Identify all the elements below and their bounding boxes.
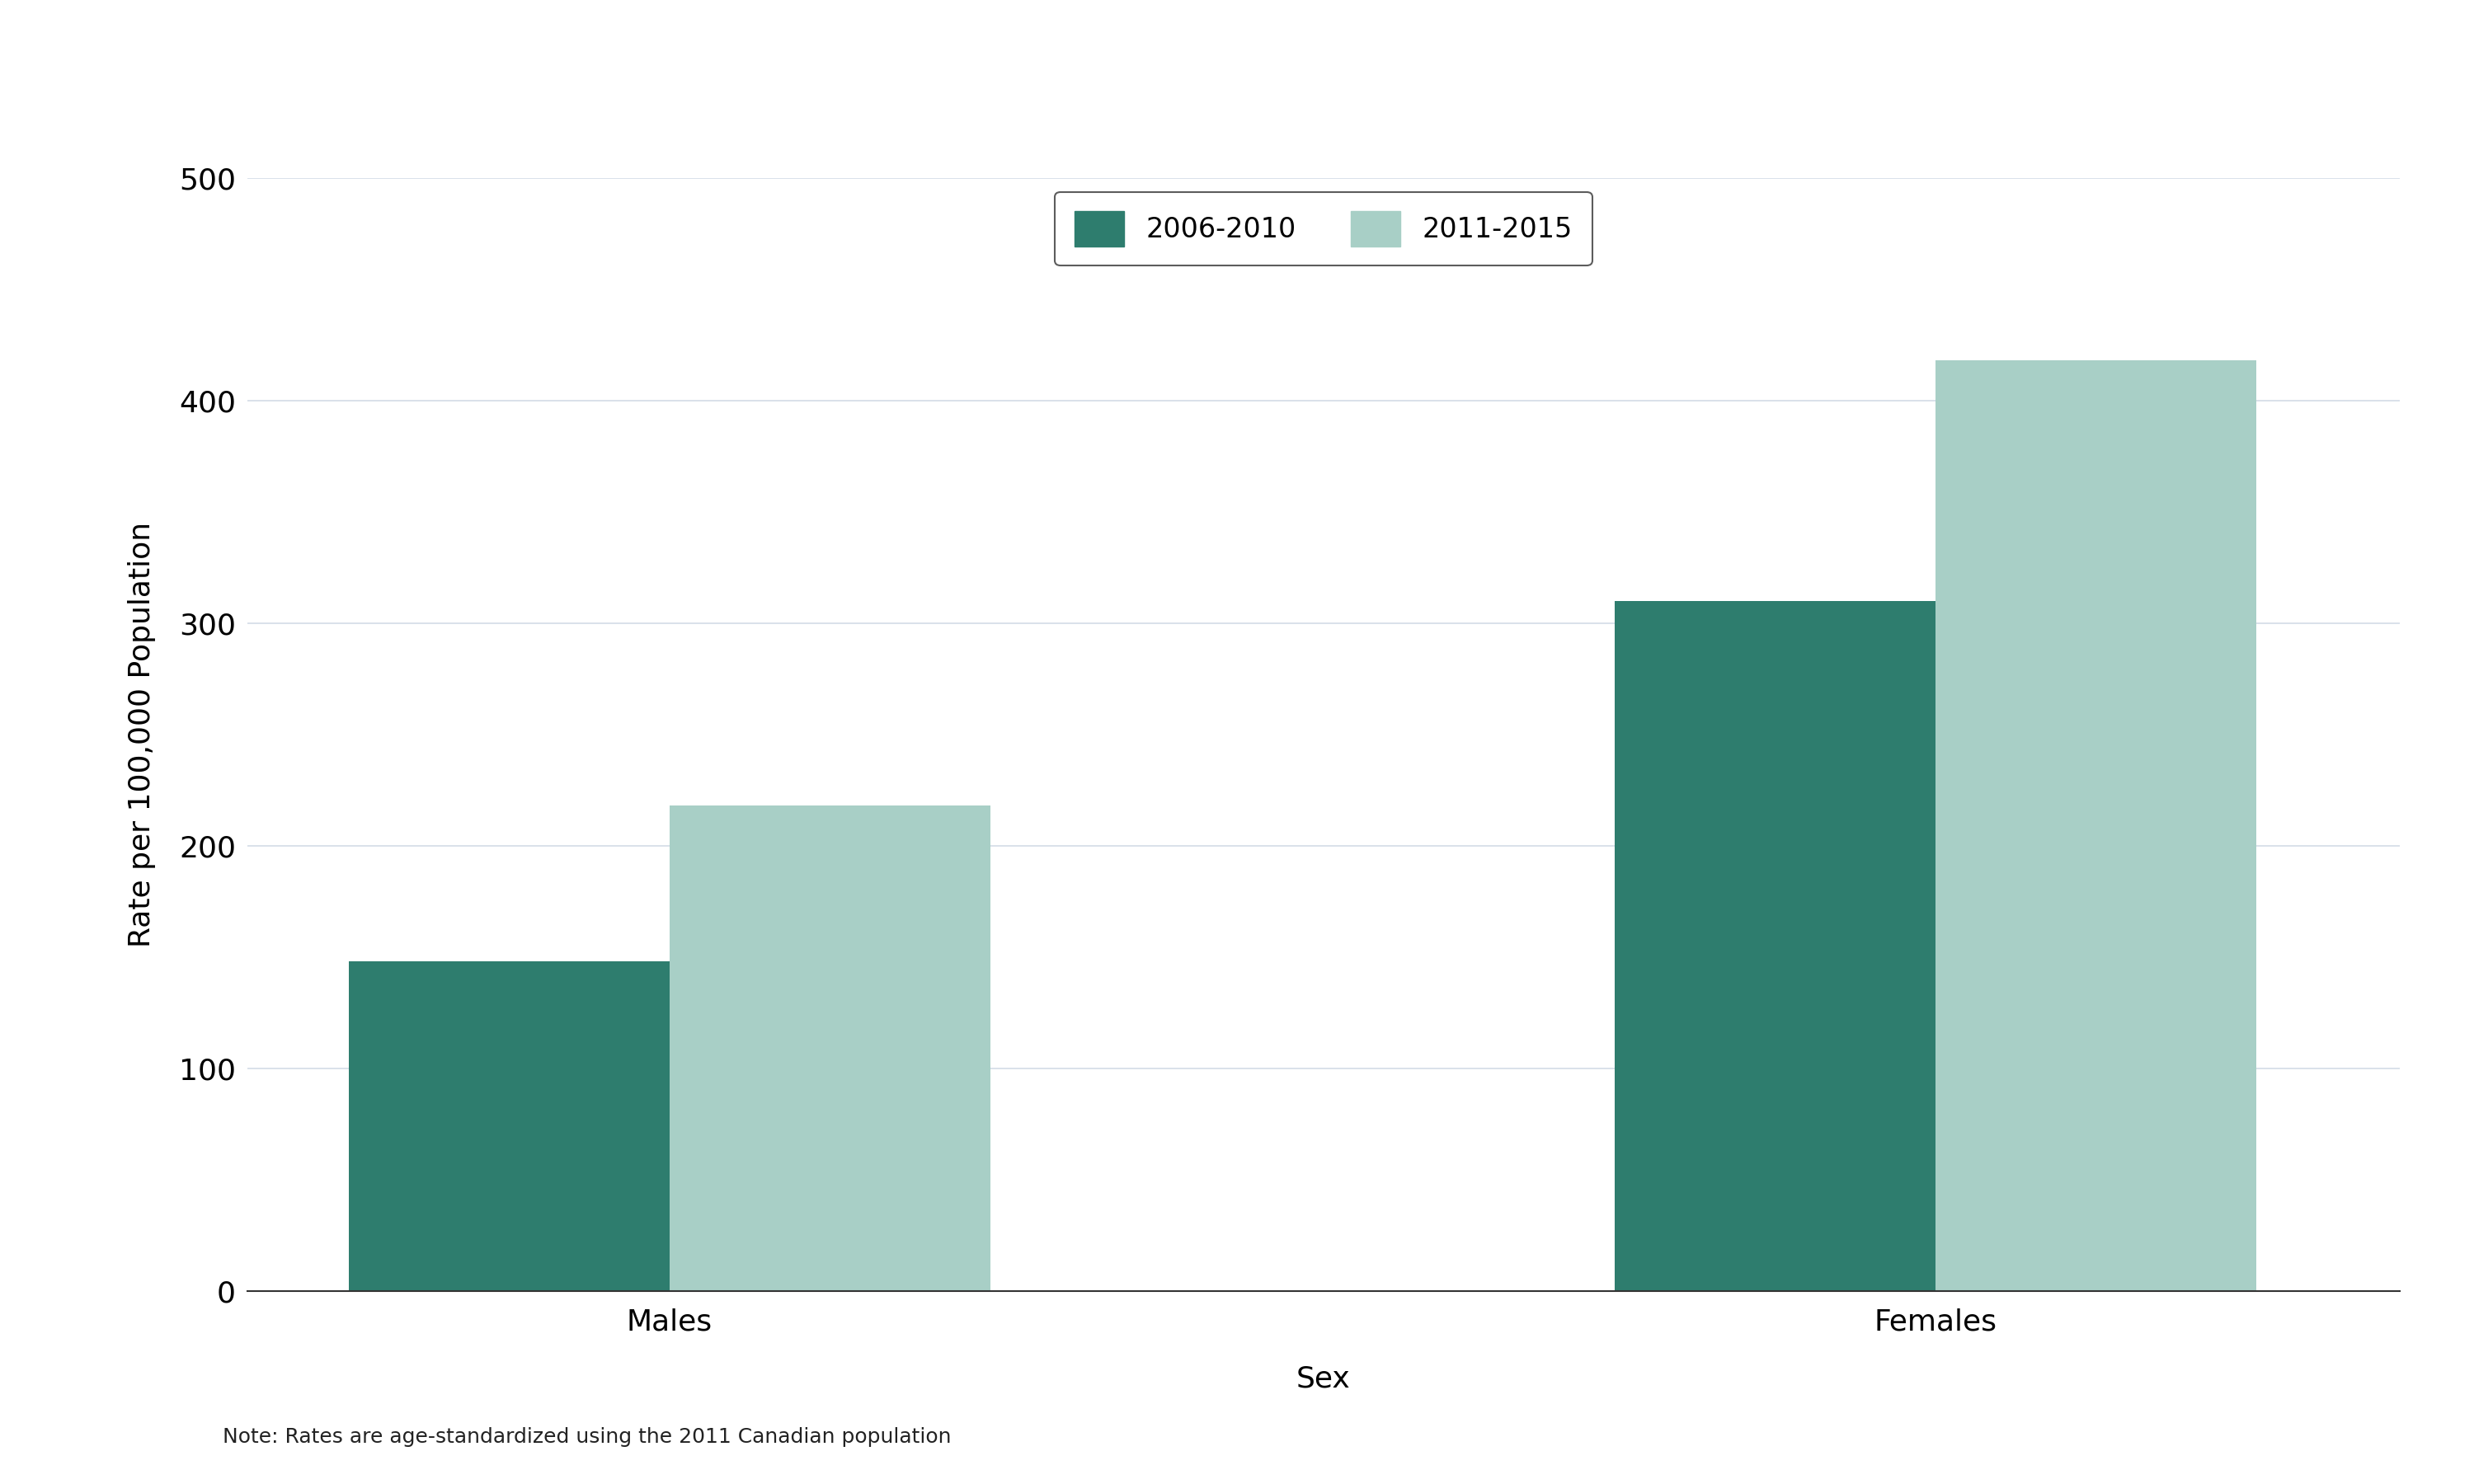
- Bar: [349, 962, 670, 1291]
- Bar: [1616, 601, 1935, 1291]
- Bar: [1935, 361, 2256, 1291]
- Bar: [670, 806, 990, 1291]
- X-axis label: Sex: Sex: [1296, 1365, 1351, 1393]
- Y-axis label: Rate per 100,000 Population: Rate per 100,000 Population: [129, 522, 156, 947]
- Legend: 2006-2010, 2011-2015: 2006-2010, 2011-2015: [1054, 191, 1593, 266]
- Text: Note: Rates are age-standardized using the 2011 Canadian population: Note: Rates are age-standardized using t…: [223, 1428, 950, 1447]
